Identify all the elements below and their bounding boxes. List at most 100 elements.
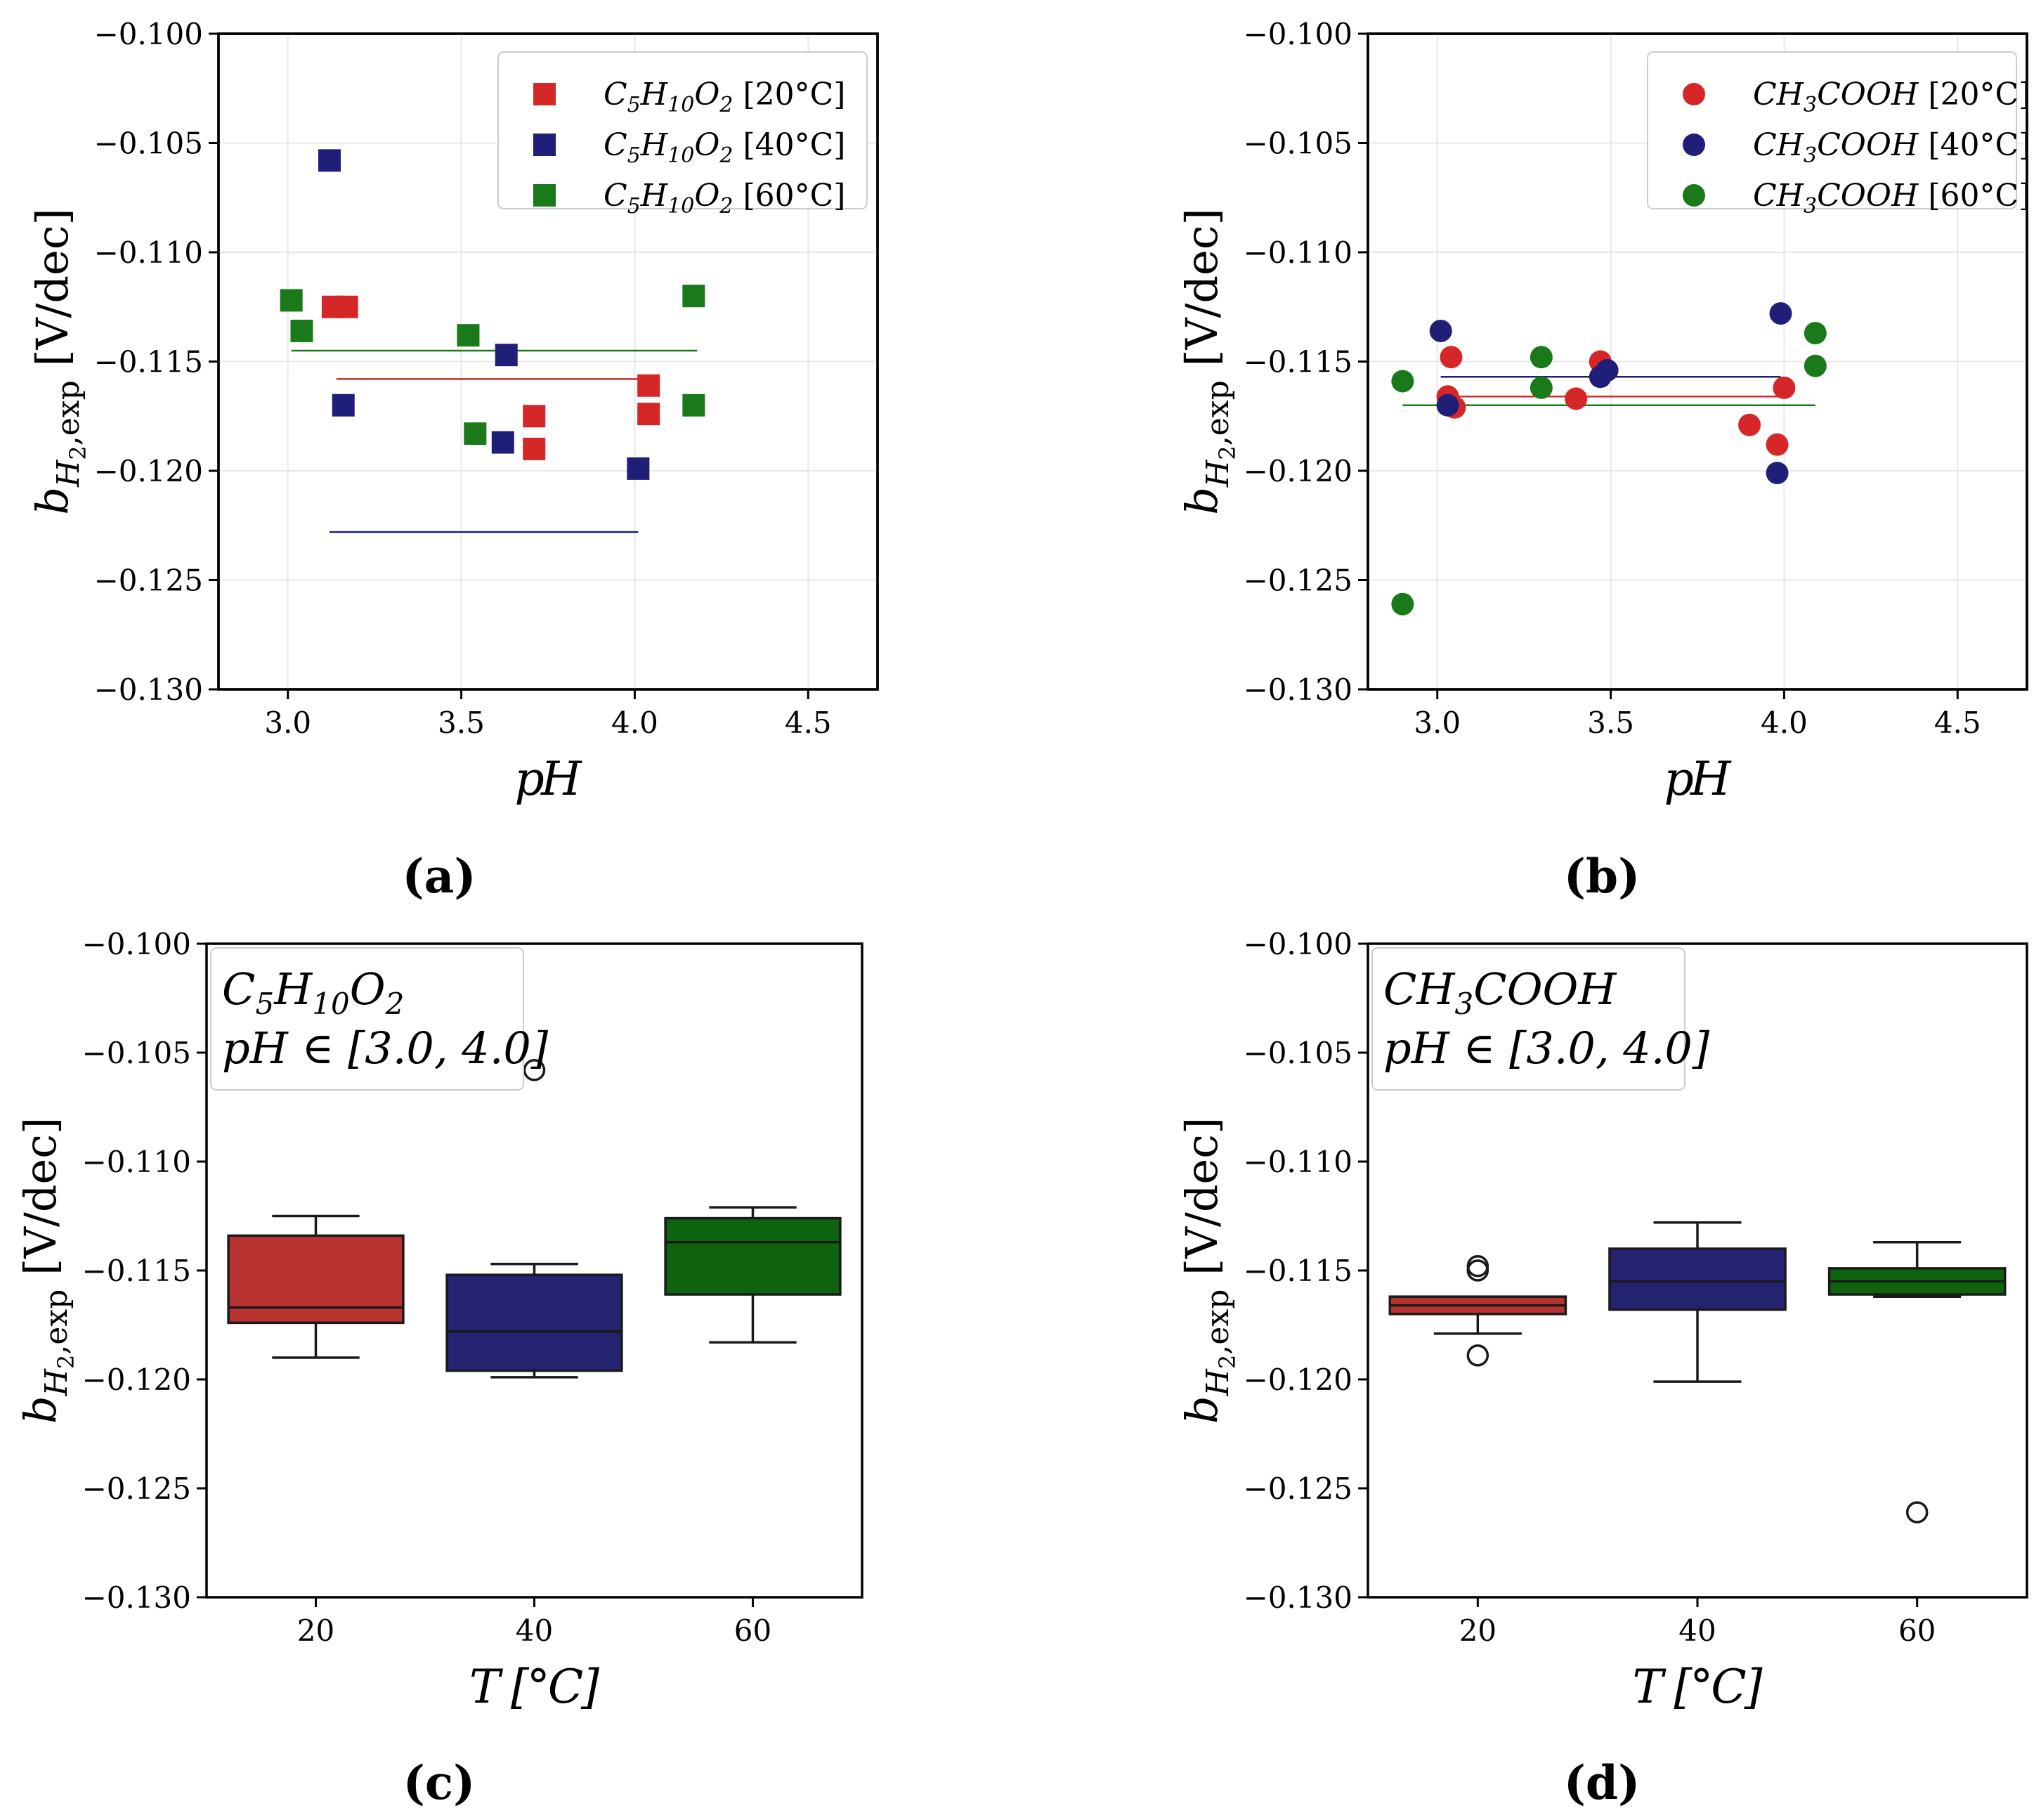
data-point [637, 403, 660, 426]
y-axis-label: bH2,exp [V/dec] [1176, 208, 1241, 514]
x-tick-label: 60 [734, 1613, 771, 1648]
panel-b: −0.100 −0.105 −0.110 −0.115 −0.120 −0.125 −0.1… [1176, 17, 2030, 904]
box-body [664, 1216, 842, 1296]
y-tick-label: −0.120 [1244, 1363, 1352, 1397]
data-point [523, 437, 546, 460]
legend-marker [1683, 184, 1705, 207]
data-point [290, 319, 313, 342]
legend-label: C5H10O2 [60°C] [604, 178, 845, 219]
data-point [1773, 376, 1796, 399]
y-tick-label: −0.110 [94, 235, 203, 270]
data-point [1436, 394, 1459, 417]
data-point [318, 149, 341, 172]
x-axis-label: T [°C] [1633, 1660, 1763, 1714]
legend-label: C5H10O2 [20°C] [604, 77, 845, 117]
data-point [627, 457, 650, 480]
outlier-point [1905, 1501, 1929, 1523]
y-tick-label: −0.105 [94, 126, 203, 161]
legend-marker [1683, 134, 1705, 156]
y-axis-label: bH2,exp [V/dec] [15, 1117, 79, 1424]
legend-marker [1683, 83, 1705, 105]
data-point [1596, 358, 1619, 382]
y-axis-label: bH2,exp [V/dec] [1176, 1117, 1241, 1424]
y-tick-label: −0.100 [1244, 17, 1352, 51]
outlier-point [1466, 1259, 1489, 1282]
y-tick-label: −0.100 [82, 927, 191, 961]
legend-marker [533, 184, 556, 207]
x-axis-label: T [°C] [469, 1660, 599, 1714]
y-tick-label: −0.130 [1244, 1580, 1352, 1615]
panel-subtitle: (d) [1564, 1755, 1641, 1810]
x-tick-label: 3.0 [264, 706, 311, 740]
legend-label: C5H10O2 [40°C] [604, 127, 845, 168]
box-60 [1827, 1240, 2007, 1523]
x-tick-label: 40 [516, 1613, 553, 1648]
data-point [1440, 346, 1463, 369]
x-tick-label: 3.5 [1587, 706, 1634, 740]
data-point [491, 431, 514, 454]
data-point [1738, 413, 1761, 436]
y-tick-label: −0.130 [94, 672, 203, 707]
y-axis-label: bH2,exp [V/dec] [27, 208, 91, 514]
y-tick-label: −0.125 [1244, 564, 1352, 598]
box-20 [227, 1214, 405, 1359]
panel-subtitle: (a) [402, 849, 476, 904]
data-point [1766, 462, 1789, 485]
panel-d: −0.100 −0.105 −0.110 −0.115 −0.120 −0.125 −0.1… [1176, 927, 2028, 1810]
info-box-frame [1371, 947, 1685, 1091]
legend-label: CH3COOH [40°C] [1753, 127, 2030, 168]
box-body [445, 1273, 623, 1372]
y-tick-label: −0.105 [1244, 126, 1352, 161]
data-point [1565, 387, 1588, 410]
info-compound: C5H10O2 [222, 963, 404, 1021]
info-box-frame [210, 947, 524, 1091]
box-60 [664, 1206, 842, 1344]
data-point [335, 295, 358, 318]
x-tick-label: 3.5 [438, 706, 485, 740]
y-tick-label: −0.125 [94, 564, 203, 598]
data-point [1769, 302, 1792, 325]
legend-label: CH3COOH [60°C] [1753, 178, 2030, 219]
data-point [637, 374, 660, 397]
y-tick-label: −0.110 [1244, 1145, 1352, 1179]
y-tick-label: −0.120 [1244, 454, 1352, 488]
y-tick-label: −0.115 [1244, 345, 1352, 379]
y-tick-label: −0.115 [94, 345, 203, 379]
data-point [1530, 376, 1553, 399]
y-tick-label: −0.110 [82, 1145, 191, 1179]
panel-c: −0.100 −0.105 −0.110 −0.115 −0.120 −0.125 −0.1… [15, 927, 863, 1810]
y-tick-label: −0.115 [82, 1254, 191, 1288]
x-tick-label: 40 [1678, 1613, 1716, 1648]
data-point [1766, 433, 1789, 456]
data-point [495, 344, 518, 367]
x-axis-label: pH [1664, 752, 1732, 806]
y-tick-label: −0.125 [1244, 1471, 1352, 1506]
y-tick-label: −0.120 [94, 454, 203, 488]
panel-subtitle: (c) [403, 1755, 476, 1810]
x-tick-label: 4.0 [1761, 706, 1808, 740]
info-compound: CH3COOH [1383, 963, 1617, 1021]
y-tick-label: −0.105 [1244, 1036, 1352, 1070]
box-40 [1608, 1221, 1787, 1383]
x-tick-label: 4.5 [1934, 706, 1981, 740]
x-tick-label: 20 [297, 1613, 334, 1648]
info-ph-range: pH ∈ [3.0, 4.0] [222, 1022, 549, 1074]
y-tick-label: −0.130 [82, 1580, 191, 1615]
legend-marker [533, 83, 556, 105]
legend-box [497, 51, 868, 209]
legend-box [1647, 51, 2017, 209]
panel-a: −0.100 −0.105 −0.110 −0.115 −0.120 −0.125 −0.1… [27, 17, 879, 904]
y-tick-label: −0.100 [94, 17, 203, 51]
x-tick-label: 4.0 [611, 706, 658, 740]
outlier-point [1466, 1344, 1489, 1367]
box-20 [1388, 1255, 1567, 1367]
y-tick-label: −0.120 [82, 1363, 191, 1397]
y-tick-label: −0.100 [1244, 927, 1352, 961]
data-point [1804, 354, 1827, 377]
y-tick-label: −0.125 [82, 1471, 191, 1506]
data-point [457, 324, 480, 347]
data-point [1391, 592, 1414, 616]
x-tick-label: 20 [1459, 1613, 1496, 1648]
